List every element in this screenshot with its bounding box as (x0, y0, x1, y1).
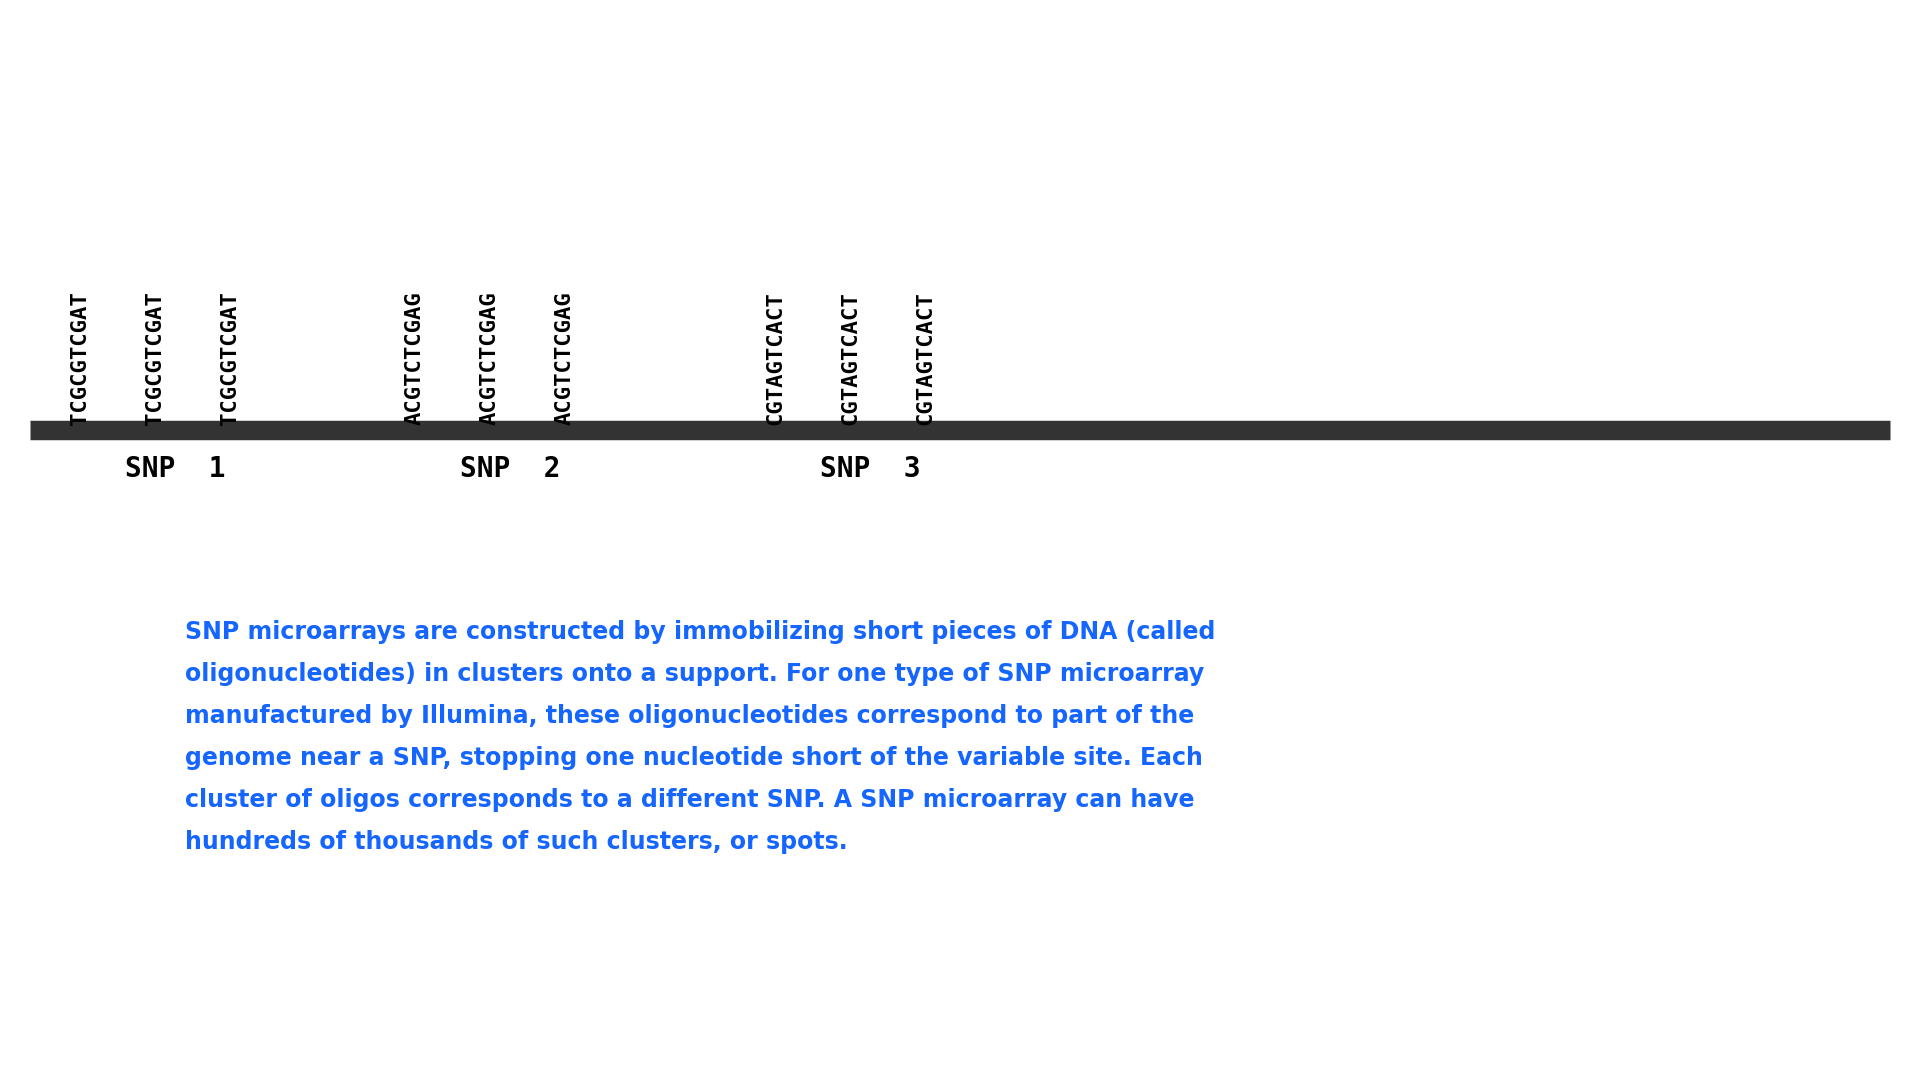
Text: ACGTCTCGAG: ACGTCTCGAG (405, 292, 424, 426)
Text: TCGCGTCGAT: TCGCGTCGAT (146, 292, 165, 426)
Text: SNP  2: SNP 2 (459, 455, 561, 483)
Text: TCGCGTCGAT: TCGCGTCGAT (69, 292, 90, 426)
Text: hundreds of thousands of such clusters, or spots.: hundreds of thousands of such clusters, … (184, 831, 847, 854)
Text: ACGTCTCGAG: ACGTCTCGAG (555, 292, 574, 426)
Text: cluster of oligos corresponds to a different SNP. A SNP microarray can have: cluster of oligos corresponds to a diffe… (184, 788, 1194, 812)
Text: CGTAGTCACT: CGTAGTCACT (764, 292, 785, 426)
Text: oligonucleotides) in clusters onto a support. For one type of SNP microarray: oligonucleotides) in clusters onto a sup… (184, 662, 1204, 686)
Text: CGTAGTCACT: CGTAGTCACT (841, 292, 860, 426)
Text: CGTAGTCACT: CGTAGTCACT (916, 292, 935, 426)
Text: manufactured by Illumina, these oligonucleotides correspond to part of the: manufactured by Illumina, these oligonuc… (184, 704, 1194, 728)
Text: SNP  3: SNP 3 (820, 455, 920, 483)
Text: TCGCGTCGAT: TCGCGTCGAT (221, 292, 240, 426)
Text: genome near a SNP, stopping one nucleotide short of the variable site. Each: genome near a SNP, stopping one nucleoti… (184, 746, 1202, 770)
Text: ACGTCTCGAG: ACGTCTCGAG (480, 292, 499, 426)
Text: SNP microarrays are constructed by immobilizing short pieces of DNA (called: SNP microarrays are constructed by immob… (184, 620, 1215, 644)
Text: SNP  1: SNP 1 (125, 455, 225, 483)
